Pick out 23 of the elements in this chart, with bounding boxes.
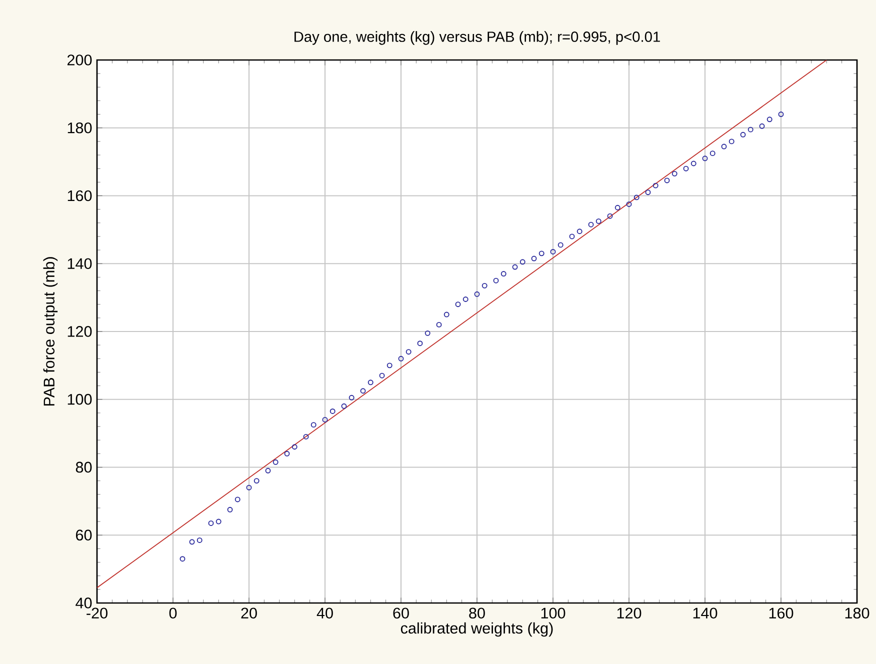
x-tick-label: 60 <box>393 608 409 619</box>
y-tick-label: 100 <box>68 394 92 405</box>
x-tick-label: 140 <box>693 608 718 619</box>
x-axis-title: calibrated weights (kg) <box>400 622 553 637</box>
y-tick-label: 140 <box>68 258 92 270</box>
y-tick-label: 60 <box>76 530 92 541</box>
x-tick-label: 160 <box>769 608 794 619</box>
y-tick-label: 40 <box>76 598 92 608</box>
chart-title: Day one, weights (kg) versus PAB (mb); r=0.995, p<0.01 <box>294 31 660 45</box>
x-tick-label: 180 <box>845 608 870 619</box>
y-axis-title: PAB force output (mb) <box>43 257 58 406</box>
x-tick-label: 80 <box>469 608 485 619</box>
x-tick-label: 0 <box>169 608 177 619</box>
x-tick-label: -20 <box>86 608 108 619</box>
x-tick-label: 120 <box>617 608 642 619</box>
x-tick-label: 40 <box>316 608 333 619</box>
y-tick-label: 200 <box>67 54 92 66</box>
x-tick-label: 20 <box>241 608 257 619</box>
y-tick-label: 180 <box>68 122 92 134</box>
y-tick-label: 80 <box>76 462 92 473</box>
y-tick-label: 160 <box>68 190 92 202</box>
y-tick-label: 120 <box>68 326 92 337</box>
x-tick-label: 100 <box>541 608 566 619</box>
